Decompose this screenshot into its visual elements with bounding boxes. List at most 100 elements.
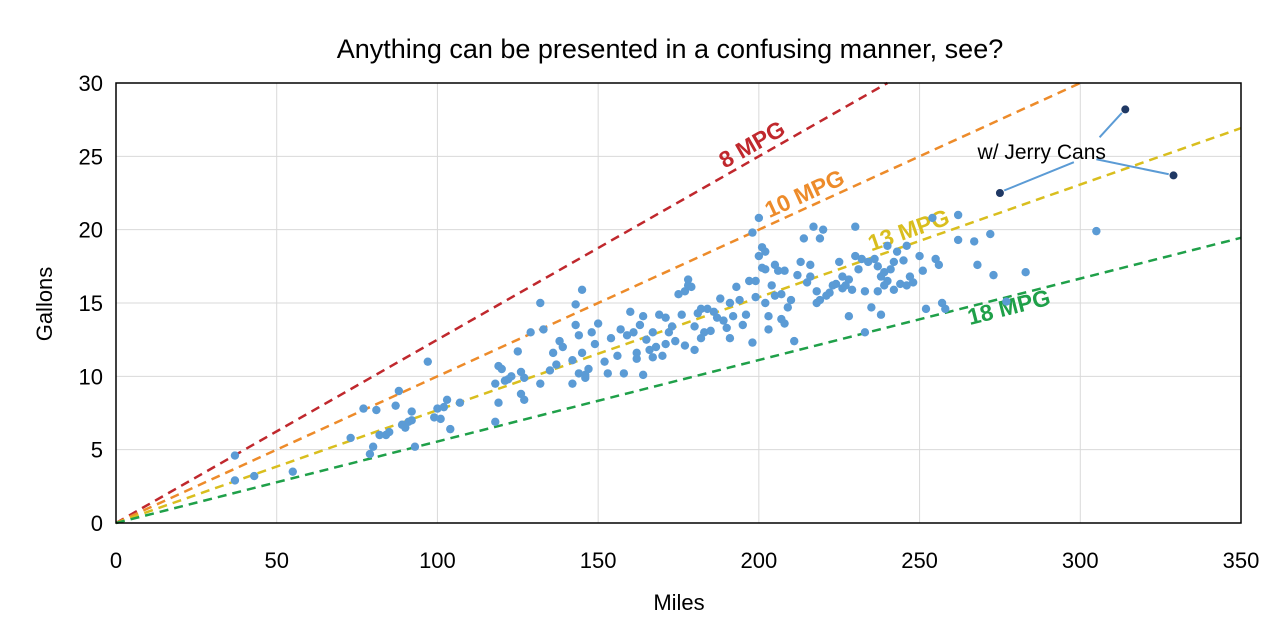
data-point (783, 303, 792, 312)
data-point (835, 257, 844, 267)
data-point (539, 325, 548, 334)
data-point (902, 241, 911, 250)
data-point (854, 265, 863, 274)
data-point (433, 404, 442, 413)
data-point (934, 260, 944, 270)
data-point (880, 268, 889, 277)
data-point (716, 294, 725, 303)
data-point (899, 256, 908, 265)
plot-area-border (115, 82, 1242, 524)
data-point (770, 291, 780, 300)
axes: 0 50 100 150 200 250 300 350 0 5 10 15 20 25 30 (79, 71, 1260, 573)
data-point (735, 295, 744, 305)
data-point (430, 413, 439, 422)
data-point (491, 379, 500, 388)
data-point (896, 279, 905, 289)
data-point (439, 402, 449, 412)
data-point (571, 320, 580, 330)
data-point (722, 323, 731, 333)
x-tick-label: 50 (264, 548, 288, 573)
data-point (407, 407, 416, 416)
data-point (536, 298, 545, 308)
annotation-leader (1002, 161, 1075, 192)
data-point (806, 260, 815, 270)
data-point (1092, 226, 1101, 236)
annotation-leader (1096, 158, 1170, 176)
data-point (844, 312, 854, 321)
data-point (847, 285, 857, 294)
data-point (385, 427, 394, 437)
data-point (761, 298, 770, 308)
data-point (423, 357, 432, 366)
data-point (507, 372, 516, 381)
data-point (407, 416, 416, 425)
y-tick-label: 0 (91, 511, 103, 536)
data-point (1002, 297, 1011, 306)
data-point (436, 414, 445, 424)
data-point (655, 310, 664, 319)
data-point (587, 328, 596, 337)
x-axis-label: Miles (653, 590, 704, 615)
data-point (738, 320, 747, 330)
data-point (812, 287, 821, 296)
data-point (613, 351, 622, 360)
y-tick-label: 5 (91, 438, 103, 463)
data-point (761, 265, 770, 274)
data-point (941, 304, 950, 314)
data-point (520, 395, 529, 404)
data-point (780, 266, 789, 275)
data-point (892, 247, 902, 256)
y-axis-label: Gallons (32, 267, 57, 342)
data-point (526, 328, 535, 337)
data-point (725, 334, 735, 343)
data-point (809, 222, 818, 231)
data-point (606, 334, 616, 343)
data-point (230, 451, 240, 460)
highlighted-point (1168, 170, 1179, 181)
x-tick-label: 350 (1223, 548, 1260, 573)
mpg-line-13 (115, 126, 1242, 525)
data-point (661, 313, 670, 322)
data-point (629, 328, 638, 337)
mpg-label-8: 8 MPG (714, 115, 789, 173)
data-point (648, 353, 657, 362)
y-tick-label: 15 (79, 291, 103, 316)
data-point (799, 234, 809, 243)
data-point (818, 225, 828, 234)
data-point (796, 257, 805, 267)
data-point (632, 354, 641, 363)
data-point (902, 281, 911, 290)
data-point (825, 288, 834, 297)
data-point (712, 313, 722, 322)
mpg-line-18 (115, 236, 1242, 525)
data-point (581, 373, 590, 382)
data-point (889, 285, 899, 294)
data-point (545, 366, 555, 375)
data-point (568, 356, 577, 365)
data-point (635, 320, 645, 330)
chart-title: Anything can be presented in a confusing… (337, 34, 1003, 64)
data-point (732, 282, 741, 292)
data-point (986, 229, 995, 239)
data-point (638, 370, 648, 380)
data-point (786, 295, 796, 305)
x-tick-label: 100 (419, 548, 456, 573)
data-point (638, 312, 648, 321)
data-point (658, 351, 667, 360)
mpg-label-18: 18 MPG (965, 284, 1053, 330)
data-point (851, 222, 860, 231)
data-point (761, 247, 770, 256)
data-point (645, 345, 654, 355)
data-point (767, 281, 776, 290)
data-point (520, 373, 529, 382)
data-point (690, 345, 699, 355)
data-point (857, 254, 866, 264)
data-point (790, 336, 799, 346)
data-point (780, 319, 789, 328)
data-point (359, 404, 368, 413)
x-tick-label: 200 (740, 548, 777, 573)
data-point (574, 369, 584, 378)
data-point (671, 336, 680, 346)
data-point (806, 272, 815, 281)
data-point (745, 276, 754, 286)
